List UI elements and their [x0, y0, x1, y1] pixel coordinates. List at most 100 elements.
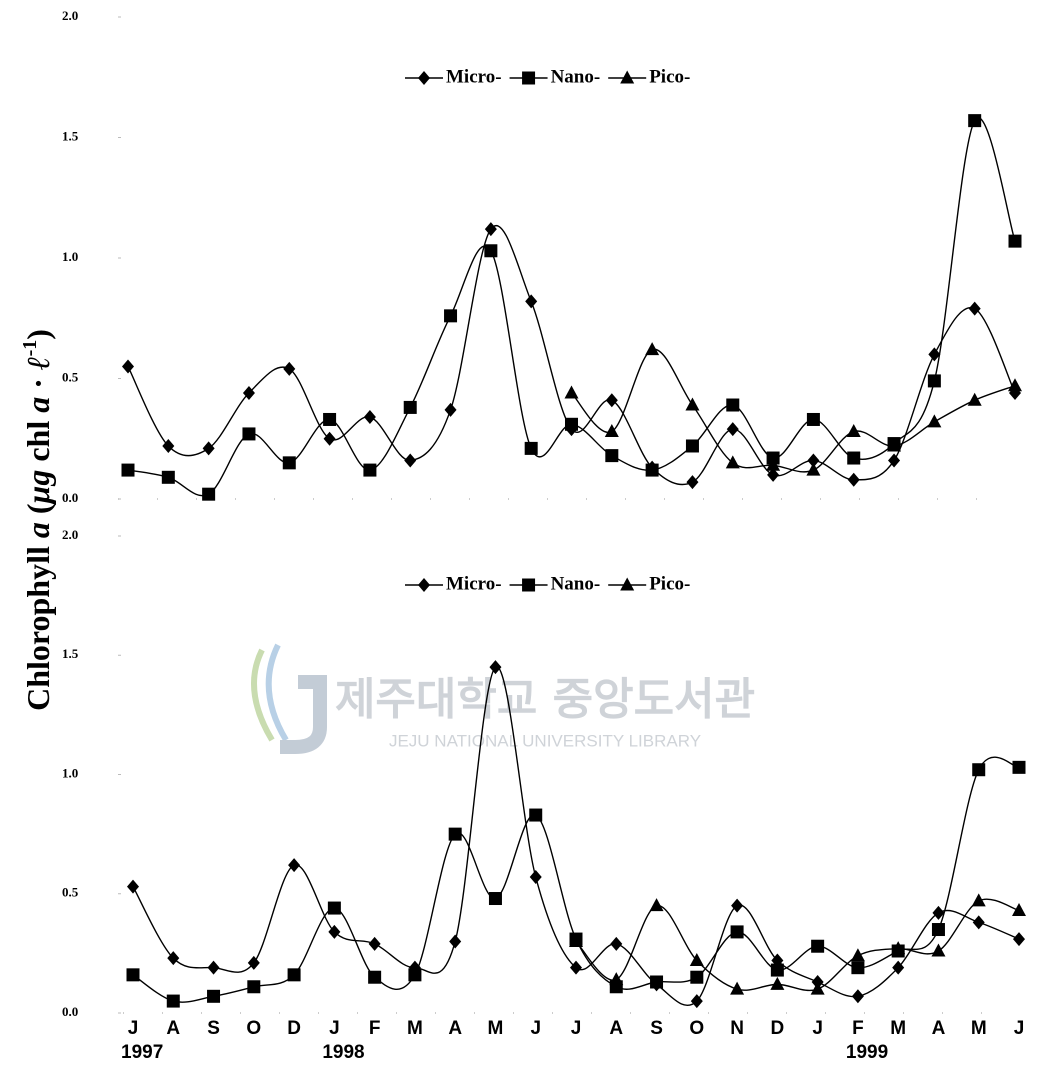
marker	[242, 427, 256, 441]
x-tick-label: M	[971, 1018, 987, 1039]
marker	[242, 385, 255, 400]
marker	[207, 989, 221, 1003]
marker	[811, 939, 825, 953]
series-line	[127, 117, 1016, 497]
x-tick-label: M	[488, 1018, 504, 1039]
marker	[363, 463, 377, 477]
marker	[323, 412, 337, 426]
marker	[927, 414, 942, 428]
marker	[770, 976, 785, 990]
marker	[605, 393, 618, 408]
marker	[609, 972, 624, 986]
marker	[484, 244, 498, 258]
marker	[851, 989, 864, 1004]
marker	[730, 981, 745, 995]
y-tick-label: 1.5	[62, 646, 79, 661]
y-label-part: a	[20, 397, 56, 413]
y-axis-label: Chlorophyll a (μg chl a · ℓ-1)	[19, 329, 57, 711]
marker	[418, 578, 430, 592]
x-tick-label: F	[852, 1018, 864, 1039]
marker	[525, 294, 538, 309]
marker	[645, 463, 659, 477]
marker	[122, 359, 134, 374]
marker	[1012, 902, 1026, 916]
marker	[126, 968, 140, 982]
marker	[287, 968, 301, 982]
marker	[604, 424, 619, 438]
marker	[851, 961, 865, 975]
marker	[202, 487, 216, 501]
marker	[404, 453, 417, 468]
marker	[444, 309, 458, 323]
marker	[167, 951, 180, 966]
legend-label: Micro-	[446, 66, 502, 87]
y-label-part: )	[20, 329, 56, 340]
x-tick-label: D	[770, 1018, 784, 1039]
watermark-logo	[251, 643, 327, 754]
marker	[685, 397, 700, 411]
y-label-part: ·	[20, 370, 56, 397]
marker	[1013, 932, 1025, 947]
marker	[971, 893, 986, 907]
x-tick-label: J	[530, 1018, 541, 1039]
y-label-part: a	[20, 522, 56, 538]
marker	[972, 915, 985, 930]
marker	[570, 960, 582, 975]
x-tick-label: S	[650, 1018, 663, 1039]
marker	[207, 960, 220, 975]
marker	[484, 222, 497, 237]
x-tick-label: A	[166, 1018, 180, 1039]
marker	[645, 342, 660, 356]
x-tick-label: J	[329, 1018, 340, 1039]
marker	[891, 941, 906, 955]
marker	[726, 422, 739, 437]
marker	[489, 660, 502, 675]
marker	[725, 455, 740, 469]
legend-label: Nano-	[551, 66, 601, 87]
legend-label: Micro-	[446, 573, 502, 594]
y-label-part: Chlorophyll	[20, 538, 56, 711]
marker	[767, 467, 780, 482]
x-tick-label: N	[730, 1018, 744, 1039]
x-tick-label: O	[246, 1018, 261, 1039]
marker	[565, 417, 578, 431]
marker	[121, 463, 135, 477]
x-tick-label: D	[287, 1018, 301, 1039]
series-line	[127, 225, 1016, 486]
legend-label: Nano-	[551, 573, 601, 594]
marker	[444, 402, 457, 417]
marker	[522, 578, 536, 592]
legend-label: Pico-	[649, 573, 690, 594]
y-label-part: (	[20, 503, 56, 522]
watermark-title: 제주대학교 중앙도서관	[335, 674, 755, 725]
marker	[449, 934, 462, 949]
marker	[620, 70, 635, 84]
y-tick-label: 1.0	[62, 765, 78, 780]
marker	[731, 898, 744, 913]
marker	[327, 901, 341, 915]
marker	[368, 936, 381, 951]
marker	[806, 462, 821, 476]
year-label: 1999	[846, 1042, 888, 1063]
marker	[363, 410, 376, 425]
marker	[847, 451, 861, 465]
y-tick-label: 2.0	[62, 527, 78, 542]
y-tick-label: 1.0	[62, 249, 78, 264]
marker	[888, 453, 901, 468]
watermark-subtitle: JEJU NATIONAL UNIVERSITY LIBRARY	[389, 731, 701, 750]
marker	[730, 925, 744, 939]
x-tick-label: A	[448, 1018, 462, 1039]
marker	[522, 71, 536, 85]
marker	[408, 968, 422, 982]
series-line	[570, 348, 1016, 473]
marker	[488, 892, 502, 906]
marker	[247, 955, 260, 970]
marker	[810, 981, 825, 995]
marker	[932, 905, 945, 920]
marker	[766, 457, 781, 471]
marker	[689, 953, 704, 967]
marker	[649, 898, 664, 912]
marker	[282, 456, 296, 470]
marker	[569, 933, 583, 947]
